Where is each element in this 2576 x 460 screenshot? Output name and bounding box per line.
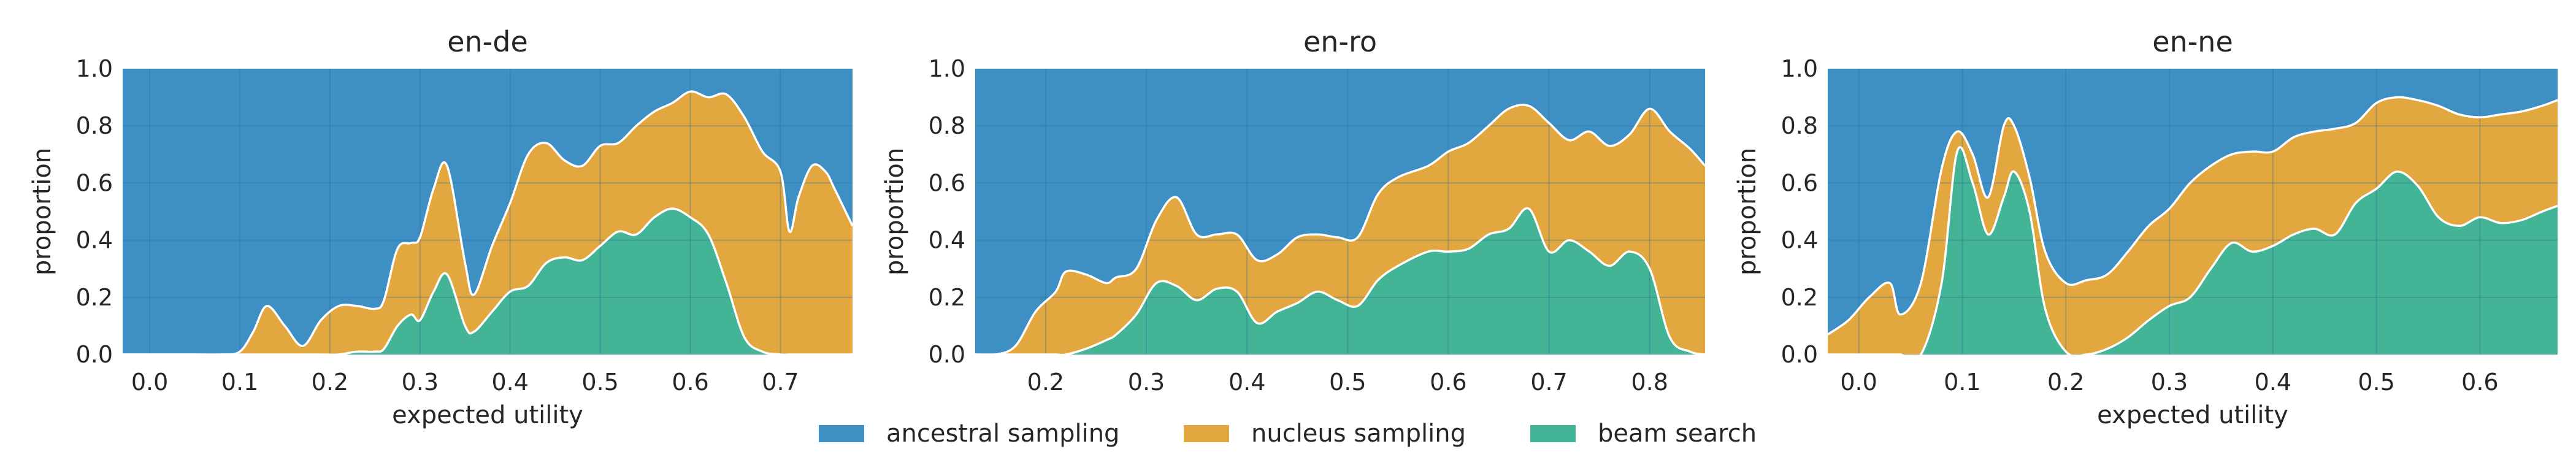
legend-label-ancestral: ancestral sampling [886, 420, 1119, 448]
y-tick-label: 0.2 [929, 284, 965, 311]
area-beam-search [1828, 147, 2558, 355]
x-tick-label: 0.1 [1944, 369, 1980, 396]
x-tick-label: 0.0 [131, 369, 168, 396]
panel-en-de: en-de 0.0 0.2 0.4 0.6 0.8 1.0 0.0 0.1 0.2 0.3 0.4 0.… [28, 25, 853, 429]
y-tick-label: 0.8 [1781, 112, 1818, 139]
area-nucleus-sampling [123, 91, 853, 355]
x-tick-label: 0.5 [1329, 369, 1366, 396]
boundary-line-nucleus [123, 90, 853, 355]
boundary-line-beam [123, 207, 853, 355]
x-axis-label: expected utility [392, 401, 583, 429]
boundary-line-nucleus [975, 104, 1705, 355]
x-tick-label: 0.4 [2255, 369, 2291, 396]
y-tick-label: 0.4 [929, 227, 965, 254]
y-tick-label: 0.4 [1781, 227, 1818, 254]
legend-label-beam: beam search [1598, 420, 1757, 448]
y-tick-label: 0.0 [1781, 341, 1818, 368]
y-tick-label: 0.4 [76, 227, 113, 254]
x-tick-label: 0.6 [672, 369, 708, 396]
x-axis-label: expected utility [2097, 401, 2288, 429]
panel-en-ne: en-ne 0.0 0.2 0.4 0.6 0.8 1.0 0.0 0.1 0.2 0.3 0.4 0.… [1733, 25, 2558, 429]
x-tick-label: 0.6 [2461, 369, 2498, 396]
x-tick-label: 0.7 [762, 369, 799, 396]
y-tick-label: 1.0 [929, 55, 965, 82]
legend-label-nucleus: nucleus sampling [1251, 420, 1466, 448]
x-tick-label: 0.6 [1430, 369, 1466, 396]
x-tick-label: 0.2 [2047, 369, 2084, 396]
y-tick-label: 0.0 [76, 341, 113, 368]
area-nucleus-sampling [1828, 97, 2558, 355]
y-tick-label: 0.8 [929, 112, 965, 139]
area-beam-search [975, 208, 1705, 355]
x-tick-label: 0.3 [2151, 369, 2188, 396]
x-tick-label: 0.4 [1229, 369, 1265, 396]
legend: ancestral sampling nucleus sampling beam… [819, 420, 1757, 448]
y-tick-label: 1.0 [76, 55, 113, 82]
legend-swatch-ancestral [819, 425, 864, 442]
x-tick-label: 0.3 [402, 369, 439, 396]
x-tick-label: 0.3 [1128, 369, 1165, 396]
legend-swatch-nucleus [1184, 425, 1229, 442]
x-tick-label: 0.5 [581, 369, 618, 396]
y-tick-label: 0.6 [929, 169, 965, 196]
panel-title: en-de [447, 25, 528, 58]
x-tick-label: 0.2 [312, 369, 348, 396]
legend-swatch-beam [1530, 425, 1576, 442]
x-tick-label: 0.0 [1840, 369, 1877, 396]
y-tick-label: 1.0 [1781, 55, 1818, 82]
x-tick-label: 0.2 [1027, 369, 1064, 396]
y-tick-label: 0.2 [1781, 284, 1818, 311]
y-axis-label: proportion [28, 148, 56, 275]
y-tick-label: 0.6 [1781, 169, 1818, 196]
x-tick-label: 0.4 [491, 369, 528, 396]
area-beam-search [123, 209, 853, 355]
panel-title: en-ne [2152, 25, 2233, 58]
y-axis-label: proportion [1733, 148, 1761, 275]
panel-en-ro: en-ro 0.0 0.2 0.4 0.6 0.8 1.0 0.2 0.3 0.4 0.5 0.6 0.… [881, 25, 1705, 396]
area-nucleus-sampling [975, 104, 1705, 355]
boundary-line-beam [1828, 146, 2558, 355]
y-tick-label: 0.2 [76, 284, 113, 311]
x-tick-label: 0.5 [2358, 369, 2394, 396]
y-tick-label: 0.0 [929, 341, 965, 368]
x-tick-label: 0.7 [1530, 369, 1567, 396]
y-axis-label: proportion [881, 148, 909, 275]
boundary-line-nucleus [1828, 96, 2558, 335]
x-tick-label: 0.8 [1631, 369, 1668, 396]
y-tick-label: 0.6 [76, 169, 113, 196]
x-tick-label: 0.1 [221, 369, 258, 396]
boundary-line-beam [975, 207, 1705, 355]
y-tick-label: 0.8 [76, 112, 113, 139]
panel-title: en-ro [1303, 25, 1377, 58]
